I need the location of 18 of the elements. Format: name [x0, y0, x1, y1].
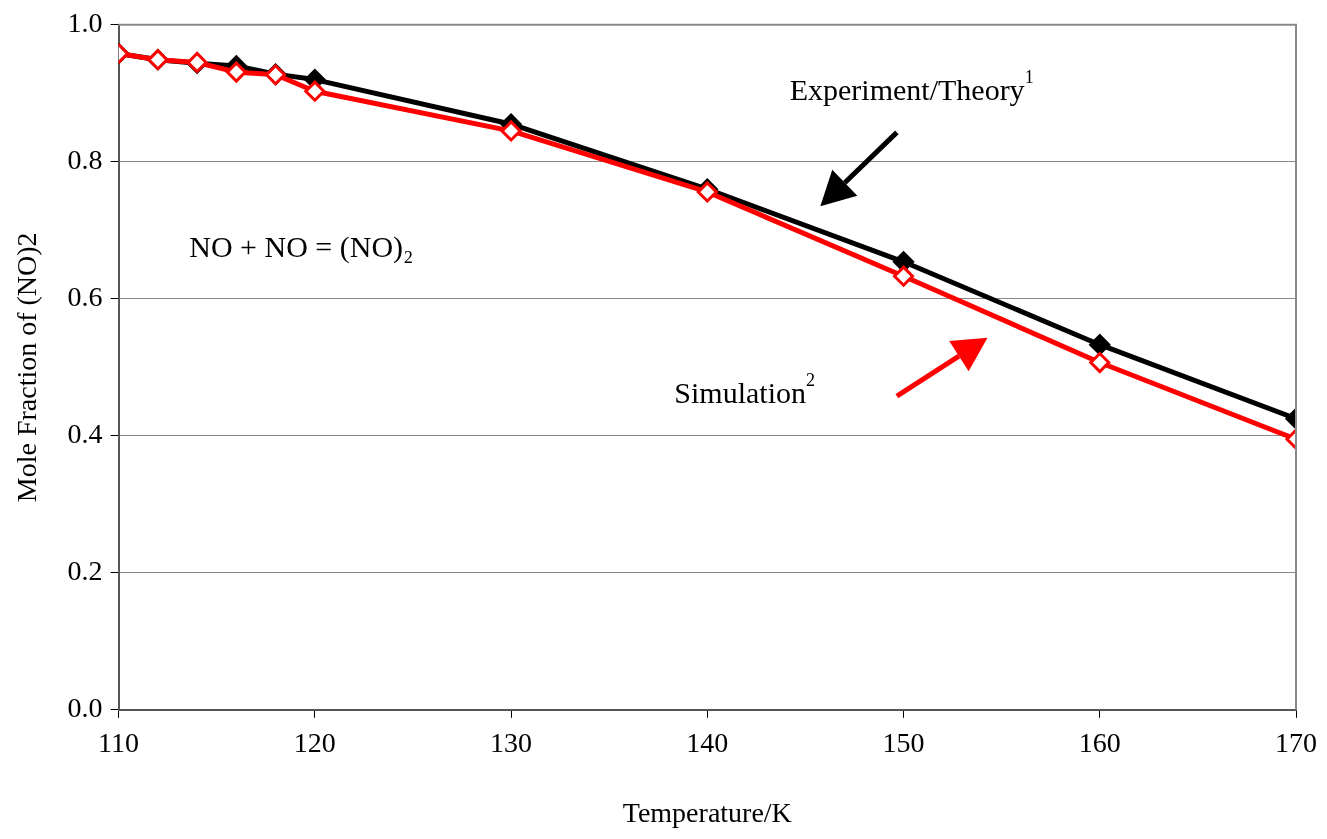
- x-tick-label: 120: [293, 726, 336, 758]
- y-axis-title: Mole Fraction of (NO)2: [11, 232, 43, 503]
- x-axis-title: Temperature/K: [622, 796, 792, 828]
- annotation: NO + NO = (NO)₂: [189, 230, 414, 265]
- y-tick-label: 0.0: [67, 692, 103, 724]
- y-tick-label: 0.6: [67, 281, 103, 313]
- x-tick-label: 150: [882, 726, 925, 758]
- x-tick-label: 140: [686, 726, 729, 758]
- x-tick-label: 130: [490, 726, 533, 758]
- x-tick-label: 160: [1078, 726, 1121, 758]
- x-tick-label: 170: [1275, 726, 1317, 758]
- annotation: Simulation$^{2}$: [674, 369, 816, 410]
- y-tick-label: 0.8: [67, 144, 103, 176]
- y-tick-label: 0.4: [67, 418, 103, 450]
- annotation: Experiment/Theory$^{1}$: [789, 66, 1034, 107]
- x-tick-label: 110: [98, 726, 140, 758]
- y-tick-label: 0.2: [67, 555, 103, 587]
- y-tick-label: 1.0: [67, 7, 103, 39]
